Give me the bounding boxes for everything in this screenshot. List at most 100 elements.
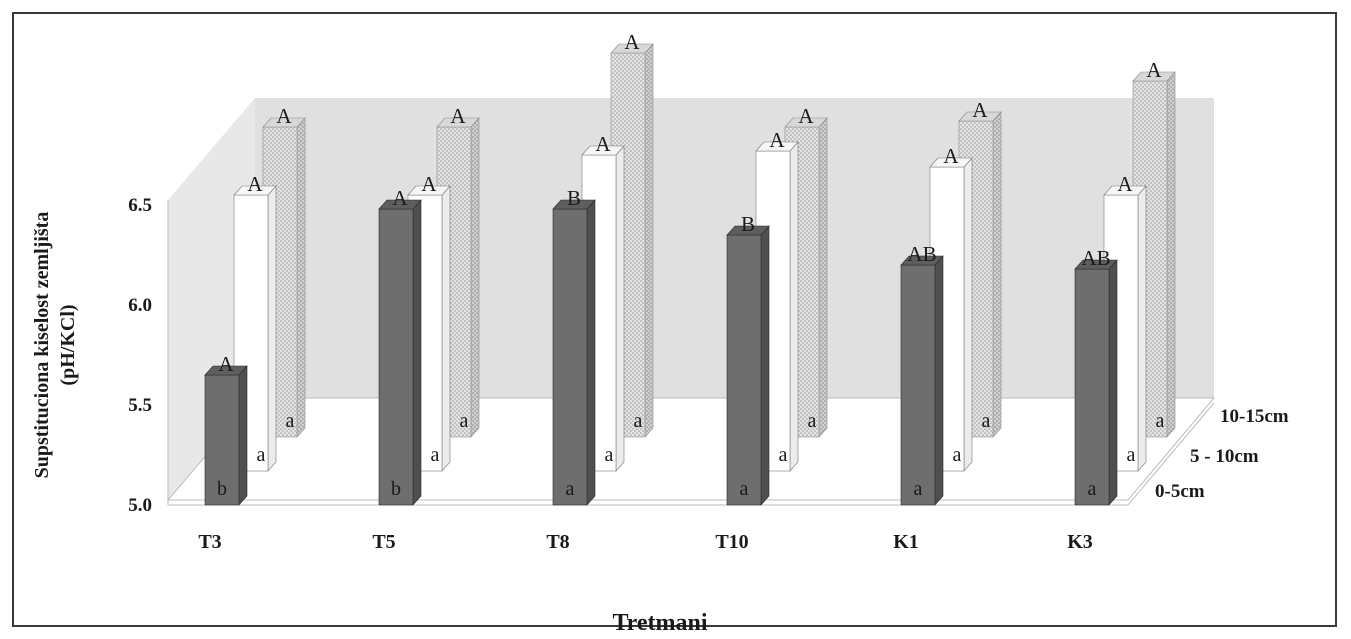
bar (378, 199, 422, 506)
bars-layer (204, 43, 1176, 506)
bar-top (726, 225, 770, 236)
significance-letter-lower: a (1088, 478, 1097, 500)
bar-front (204, 374, 240, 506)
bar-top (378, 199, 422, 210)
significance-letter-upper: A (1117, 172, 1133, 196)
bar-side (963, 157, 973, 472)
significance-letter-lower: a (982, 410, 991, 432)
significance-letter-lower: a (634, 410, 643, 432)
bar-side (470, 117, 480, 438)
significance-letter-lower: a (808, 410, 817, 432)
floor (166, 397, 1216, 501)
significance-letter-upper: AB (907, 242, 936, 266)
bar-top (1103, 185, 1147, 196)
bar-top (233, 185, 277, 196)
significance-letter-lower: a (605, 444, 614, 466)
bar-side (1166, 71, 1176, 438)
significance-letter-upper: AB (1081, 246, 1110, 270)
bar (204, 365, 248, 506)
series-depth-label: 5 - 10cm (1190, 446, 1259, 467)
significance-letter-upper: A (798, 104, 814, 128)
series-depth-label: 10-15cm (1220, 406, 1289, 427)
bar-side (296, 117, 306, 438)
bar (1132, 71, 1176, 438)
significance-letter-lower: a (953, 444, 962, 466)
bar-top (581, 145, 625, 156)
significance-letter-upper: B (741, 212, 755, 236)
bar-side (644, 43, 654, 438)
bar-side (238, 365, 248, 506)
x-tick-label: T5 (372, 531, 395, 553)
bar-side (441, 185, 451, 472)
bar-top (407, 185, 451, 196)
bar-top (1074, 259, 1118, 270)
bar-top (436, 117, 480, 128)
bar-top (262, 117, 306, 128)
bar-side (412, 199, 422, 506)
significance-letter-upper: A (421, 172, 437, 196)
bar-side (818, 117, 828, 438)
x-tick-label: T10 (715, 531, 748, 553)
significance-letter-upper: A (1146, 58, 1162, 82)
bar-side (789, 141, 799, 472)
significance-letter-upper: A (624, 30, 640, 54)
significance-letter-upper: A (450, 104, 466, 128)
bar-front (552, 208, 588, 506)
significance-letter-upper: A (392, 186, 408, 210)
significance-letter-upper: A (276, 104, 292, 128)
bar-top (204, 365, 248, 376)
bar-side (1108, 259, 1118, 506)
y-axis-label-line1: Supstituciona kiselost zemljišta (31, 212, 53, 479)
x-tick-label: K3 (1067, 531, 1093, 553)
bar-front (1074, 268, 1110, 506)
significance-letter-lower: b (391, 478, 401, 500)
labels-layer: 5.0 5.5 6.0 6.5 T3 T5 T8 T10 K1 K3 0-5cm 5 - 10cm 10… (128, 30, 1289, 553)
significance-letter-upper: A (595, 132, 611, 156)
bar (900, 255, 944, 506)
bar (726, 225, 770, 506)
significance-letter-upper: A (769, 128, 785, 152)
y-tick-label: 5.0 (128, 495, 152, 516)
bar (1074, 259, 1118, 506)
y-axis-label-line2: (pH/KCl) (57, 304, 79, 385)
y-tick-label: 5.5 (128, 395, 152, 416)
bar-top (610, 43, 654, 54)
significance-letter-lower: a (779, 444, 788, 466)
bar-front (378, 208, 414, 506)
bar-top (1132, 71, 1176, 82)
y-tick-label: 6.0 (128, 295, 152, 316)
x-axis-label: Tretmani (612, 610, 707, 636)
bar-top (958, 111, 1002, 122)
series-depth-label: 0-5cm (1155, 481, 1205, 502)
bar-top (929, 157, 973, 168)
bar-side (615, 145, 625, 472)
significance-letter-lower: a (914, 478, 923, 500)
x-tick-label: K1 (893, 531, 919, 553)
significance-letter-lower: a (257, 444, 266, 466)
significance-letter-lower: a (431, 444, 440, 466)
significance-letter-lower: a (566, 478, 575, 500)
significance-letter-lower: a (286, 410, 295, 432)
significance-letter-upper: A (943, 144, 959, 168)
bar-top (784, 117, 828, 128)
significance-letter-upper: B (567, 186, 581, 210)
significance-letter-lower: b (217, 478, 227, 500)
significance-letter-lower: a (460, 410, 469, 432)
x-tick-label: T3 (198, 531, 221, 553)
bar-top (900, 255, 944, 266)
bar-side (992, 111, 1002, 438)
bar-side (934, 255, 944, 506)
bar-side (760, 225, 770, 506)
bar-side (586, 199, 596, 506)
significance-letter-upper: A (247, 172, 263, 196)
significance-letter-lower: a (1156, 410, 1165, 432)
bar-front (900, 264, 936, 506)
significance-letter-lower: a (740, 478, 749, 500)
y-tick-label: 6.5 (128, 195, 152, 216)
bar-side (1137, 185, 1147, 472)
bar-top (755, 141, 799, 152)
significance-letter-upper: A (972, 98, 988, 122)
bar-side (267, 185, 277, 472)
bar-front (726, 234, 762, 506)
